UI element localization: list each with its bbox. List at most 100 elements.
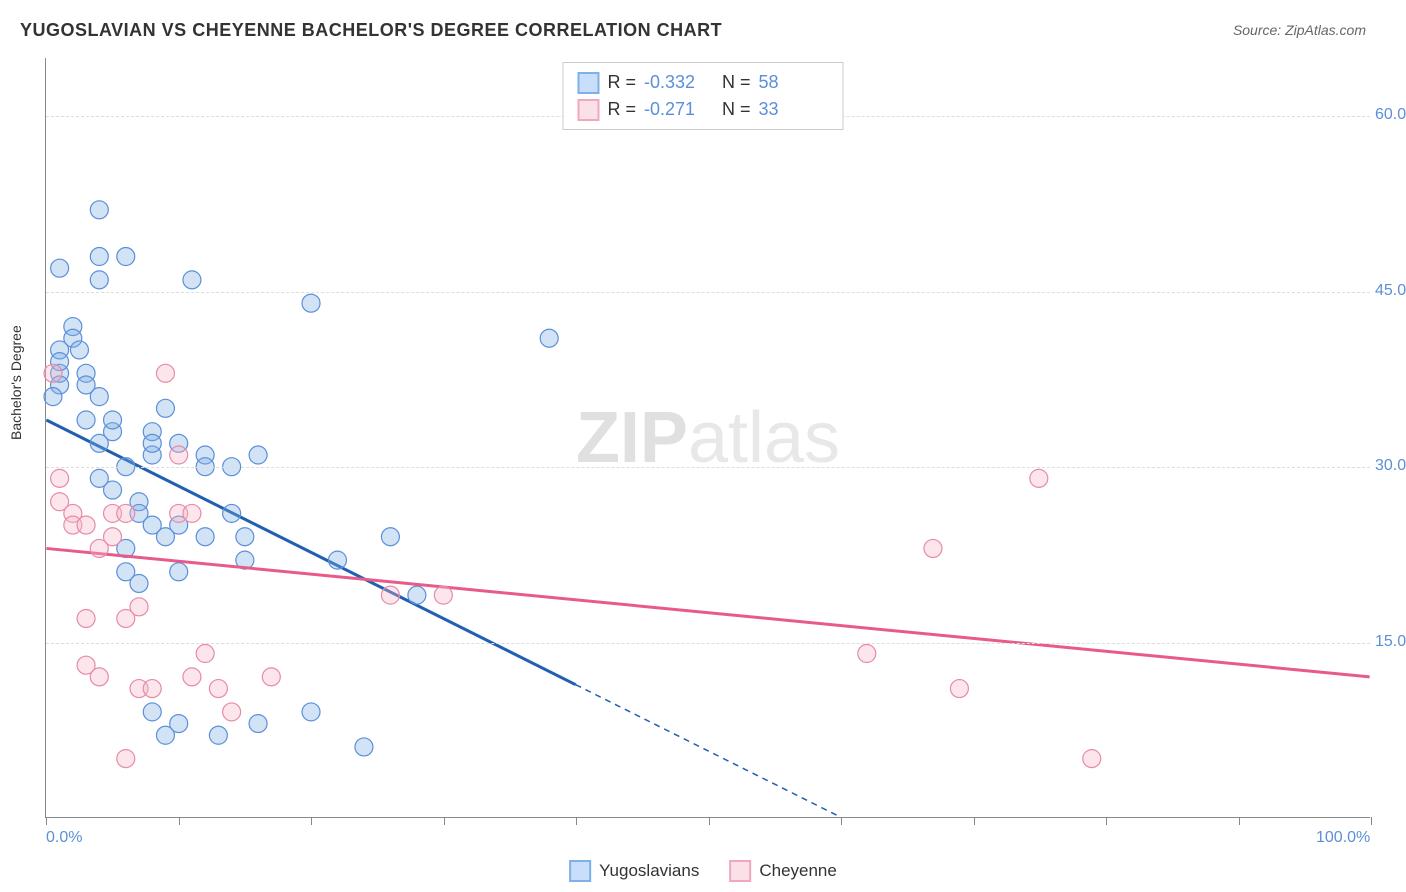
data-point — [117, 504, 135, 522]
legend-stat-row: R = -0.271 N = 33 — [577, 96, 828, 123]
legend-swatch — [569, 860, 591, 882]
x-tick — [1371, 817, 1372, 825]
source-attribution: Source: ZipAtlas.com — [1233, 22, 1366, 38]
data-point — [104, 481, 122, 499]
data-point — [381, 586, 399, 604]
data-point — [51, 259, 69, 277]
y-tick-label: 60.0% — [1375, 106, 1406, 124]
legend-item: Yugoslavians — [569, 860, 699, 882]
n-label: N = — [722, 96, 751, 123]
y-tick-label: 15.0% — [1375, 633, 1406, 651]
gridline — [46, 467, 1370, 468]
n-value: 33 — [759, 96, 829, 123]
data-point — [196, 645, 214, 663]
data-point — [302, 703, 320, 721]
data-point — [183, 668, 201, 686]
data-point — [117, 750, 135, 768]
x-tick — [576, 817, 577, 825]
r-label: R = — [607, 96, 636, 123]
n-label: N = — [722, 69, 751, 96]
data-point — [143, 680, 161, 698]
x-tick — [46, 817, 47, 825]
x-tick-label: 0.0% — [46, 829, 82, 847]
data-point — [236, 528, 254, 546]
data-point — [249, 446, 267, 464]
gridline — [46, 292, 1370, 293]
data-point — [77, 516, 95, 534]
x-tick — [841, 817, 842, 825]
data-point — [90, 668, 108, 686]
y-tick-label: 30.0% — [1375, 457, 1406, 475]
data-point — [302, 294, 320, 312]
data-point — [170, 563, 188, 581]
data-point — [950, 680, 968, 698]
data-point — [223, 703, 241, 721]
data-point — [90, 248, 108, 266]
data-point — [858, 645, 876, 663]
legend-label: Cheyenne — [759, 861, 837, 881]
n-value: 58 — [759, 69, 829, 96]
data-point — [70, 341, 88, 359]
data-point — [183, 271, 201, 289]
x-tick — [974, 817, 975, 825]
data-point — [170, 715, 188, 733]
chart-plot-area: ZIPatlas 15.0%30.0%45.0%60.0%0.0%100.0% — [45, 58, 1370, 818]
data-point — [77, 411, 95, 429]
legend-stat-row: R = -0.332 N = 58 — [577, 69, 828, 96]
legend-swatch — [729, 860, 751, 882]
data-point — [223, 504, 241, 522]
data-point — [170, 446, 188, 464]
data-point — [434, 586, 452, 604]
x-tick — [1239, 817, 1240, 825]
data-point — [51, 469, 69, 487]
data-point — [90, 201, 108, 219]
data-point — [1083, 750, 1101, 768]
legend-swatch — [577, 99, 599, 121]
data-point — [924, 539, 942, 557]
data-point — [209, 680, 227, 698]
x-tick — [179, 817, 180, 825]
data-point — [249, 715, 267, 733]
data-point — [143, 434, 161, 452]
data-point — [1030, 469, 1048, 487]
data-point — [196, 528, 214, 546]
x-tick — [709, 817, 710, 825]
series-legend: Yugoslavians Cheyenne — [569, 860, 837, 882]
data-point — [77, 610, 95, 628]
legend-label: Yugoslavians — [599, 861, 699, 881]
data-point — [44, 388, 62, 406]
data-point — [90, 388, 108, 406]
data-point — [156, 399, 174, 417]
y-tick-label: 45.0% — [1375, 282, 1406, 300]
correlation-legend: R = -0.332 N = 58 R = -0.271 N = 33 — [562, 62, 843, 130]
legend-swatch — [577, 72, 599, 94]
data-point — [540, 329, 558, 347]
data-point — [143, 703, 161, 721]
y-axis-label: Bachelor's Degree — [8, 325, 24, 440]
data-point — [130, 598, 148, 616]
data-point — [408, 586, 426, 604]
gridline — [46, 643, 1370, 644]
data-point — [329, 551, 347, 569]
x-tick-label: 100.0% — [1316, 829, 1370, 847]
data-point — [104, 528, 122, 546]
data-point — [183, 504, 201, 522]
r-value: -0.271 — [644, 96, 714, 123]
x-tick — [1106, 817, 1107, 825]
trend-line-dashed — [576, 685, 841, 817]
data-point — [104, 411, 122, 429]
r-value: -0.332 — [644, 69, 714, 96]
data-point — [209, 726, 227, 744]
data-point — [130, 574, 148, 592]
data-point — [44, 364, 62, 382]
data-point — [117, 248, 135, 266]
trend-line — [46, 548, 1369, 676]
data-point — [262, 668, 280, 686]
scatter-svg — [46, 58, 1370, 817]
r-label: R = — [607, 69, 636, 96]
legend-item: Cheyenne — [729, 860, 837, 882]
x-tick — [311, 817, 312, 825]
data-point — [381, 528, 399, 546]
data-point — [355, 738, 373, 756]
data-point — [156, 364, 174, 382]
